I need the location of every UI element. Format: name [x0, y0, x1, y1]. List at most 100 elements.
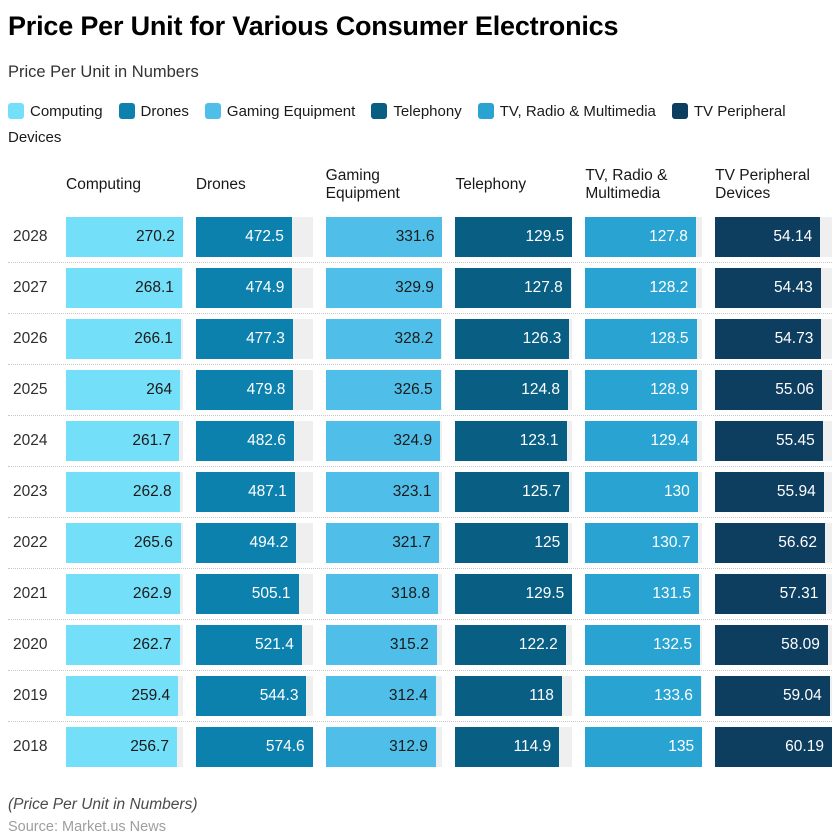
- bar-telephony: 118: [455, 676, 562, 717]
- bar-tv-peripheral-devices: 57.31: [715, 574, 827, 615]
- bar-track: 328.2: [325, 319, 443, 360]
- bar-cell: 128.9: [585, 370, 703, 411]
- bar-cell: 54.14: [715, 217, 832, 258]
- column-header-row: Computing Drones Gaming Equipment Telephony…: [8, 167, 832, 205]
- bar-computing: 256.7: [66, 727, 177, 768]
- bar-table: Computing Drones Gaming Equipment Telephony…: [8, 167, 832, 773]
- bar-track: 262.7: [66, 625, 183, 666]
- bar-cell: 262.8: [66, 472, 183, 513]
- bar-value-label: 315.2: [389, 636, 429, 654]
- footnote: (Price Per Unit in Numbers): [8, 796, 198, 814]
- bar-value-label: 312.4: [388, 687, 428, 705]
- bar-track: 56.62: [715, 523, 832, 564]
- bar-value-label: 54.43: [773, 279, 813, 297]
- bar-value-label: 574.6: [265, 738, 305, 756]
- bar-drones: 479.8: [195, 370, 294, 411]
- bar-computing: 259.4: [66, 676, 179, 717]
- bar-cell: 55.94: [715, 472, 832, 513]
- bar-gaming-equipment: 312.4: [325, 676, 436, 717]
- bar-value-label: 57.31: [779, 585, 819, 603]
- bar-value-label: 127.8: [649, 228, 688, 246]
- bar-value-label: 487.1: [248, 483, 287, 501]
- bar-tv-radio-multimedia: 130: [585, 472, 698, 513]
- bar-value-label: 122.2: [518, 636, 558, 654]
- bar-computing: 262.8: [66, 472, 180, 513]
- bar-cell: 262.7: [66, 625, 183, 666]
- bar-tv-radio-multimedia: 128.5: [585, 319, 697, 360]
- bar-telephony: 124.8: [455, 370, 569, 411]
- bar-drones: 482.6: [195, 421, 294, 462]
- bar-cell: 521.4: [195, 625, 313, 666]
- bar-tv-radio-multimedia: 128.2: [585, 268, 697, 309]
- bar-cell: 59.04: [715, 676, 832, 717]
- bar-cell: 54.43: [715, 268, 832, 309]
- bar-tv-radio-multimedia: 135: [585, 727, 703, 768]
- bar-value-label: 259.4: [131, 687, 171, 705]
- bar-track: 262.8: [66, 472, 183, 513]
- bar-tv-radio-multimedia: 130.7: [585, 523, 699, 564]
- bar-value-label: 262.8: [132, 483, 172, 501]
- column-header-computing: Computing: [66, 176, 141, 193]
- bar-cell: 261.7: [66, 421, 183, 462]
- bar-computing: 261.7: [66, 421, 180, 462]
- bar-cell: 312.4: [325, 676, 443, 717]
- bar-value-label: 123.1: [519, 432, 559, 450]
- bar-cell: 129.5: [455, 217, 573, 258]
- bar-cell: 312.9: [325, 727, 443, 768]
- bar-drones: 574.6: [195, 727, 313, 768]
- bar-cell: 268.1: [66, 268, 183, 309]
- bar-track: 55.94: [715, 472, 832, 513]
- bar-track: 268.1: [66, 268, 183, 309]
- bar-cell: 324.9: [325, 421, 443, 462]
- source-credit: Source: Market.us News: [8, 819, 166, 836]
- bar-track: 324.9: [325, 421, 443, 462]
- bar-tv-peripheral-devices: 59.04: [715, 676, 830, 717]
- bar-telephony: 125: [455, 523, 569, 564]
- bar-value-label: 323.1: [392, 483, 432, 501]
- bar-cell: 574.6: [195, 727, 313, 768]
- bar-value-label: 270.2: [136, 228, 175, 246]
- year-label: 2025: [13, 381, 48, 399]
- bar-value-label: 59.04: [782, 687, 822, 705]
- bar-track: 323.1: [325, 472, 443, 513]
- bar-value-label: 126.3: [522, 330, 562, 348]
- bar-value-label: 58.09: [781, 636, 820, 654]
- bar-value-label: 125: [534, 534, 561, 552]
- legend-swatch-icon: [371, 103, 388, 120]
- bar-track: 132.5: [585, 625, 703, 666]
- bar-track: 331.6: [325, 217, 443, 258]
- legend-swatch-icon: [8, 103, 24, 120]
- bar-track: 130.7: [585, 523, 703, 564]
- bar-cell: 54.73: [715, 319, 832, 360]
- bar-value-label: 474.9: [245, 279, 285, 297]
- bar-track: 135: [585, 727, 703, 768]
- bar-value-label: 114.9: [513, 738, 552, 756]
- bar-tv-peripheral-devices: 55.94: [715, 472, 824, 513]
- bar-cell: 60.19: [715, 727, 832, 768]
- bar-track: 129.5: [455, 217, 573, 258]
- bar-track: 127.8: [585, 217, 703, 258]
- bar-cell: 323.1: [325, 472, 443, 513]
- legend: Computing Drones Gaming Equipment Telephony…: [8, 99, 832, 152]
- bar-track: 58.09: [715, 625, 832, 666]
- table-row-2025: 2025 264 479.8 326.5 124.8 128.9 55.06: [8, 364, 832, 415]
- bar-cell: 472.5: [195, 217, 313, 258]
- bar-telephony: 125.7: [455, 472, 569, 513]
- legend-item-tv-peripheral-devices: TV Peripheral Devices: [8, 103, 786, 146]
- bar-cell: 125: [455, 523, 573, 564]
- bar-track: 544.3: [195, 676, 313, 717]
- bar-track: 55.45: [715, 421, 832, 462]
- year-label: 2019: [13, 687, 48, 705]
- table-row-2027: 2027 268.1 474.9 329.9 127.8 128.2 54.43: [8, 262, 832, 313]
- bar-telephony: 129.5: [455, 217, 573, 258]
- bar-value-label: 266.1: [134, 330, 174, 348]
- bar-cell: 125.7: [455, 472, 573, 513]
- bar-track: 479.8: [195, 370, 313, 411]
- bar-gaming-equipment: 323.1: [325, 472, 440, 513]
- table-row-2022: 2022 265.6 494.2 321.7 125 130.7 56.62: [8, 517, 832, 568]
- legend-label: TV Peripheral Devices: [8, 103, 786, 147]
- bar-value-label: 321.7: [392, 534, 431, 552]
- bar-track: 266.1: [66, 319, 183, 360]
- bar-cell: 58.09: [715, 625, 832, 666]
